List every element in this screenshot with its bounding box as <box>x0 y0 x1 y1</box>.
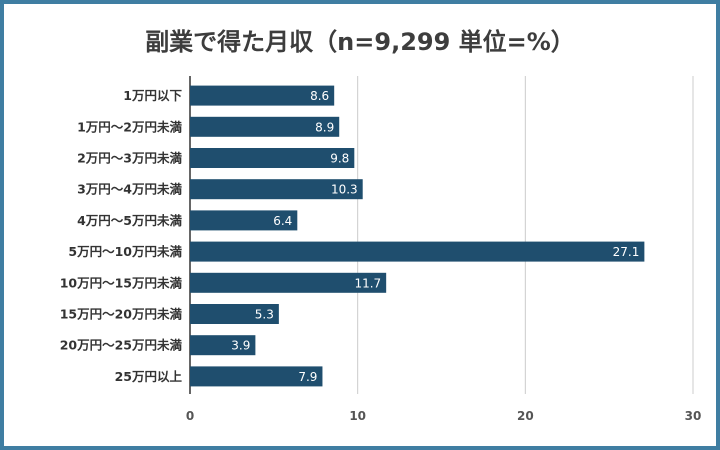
bar <box>190 366 323 387</box>
x-tick-label: 30 <box>685 409 702 423</box>
bar <box>190 272 387 293</box>
bar <box>190 241 645 262</box>
bar <box>190 335 256 356</box>
bar <box>190 85 335 106</box>
category-label: 15万円〜20万円未満 <box>60 307 183 322</box>
value-label: 9.8 <box>330 152 349 166</box>
category-label: 1万円〜2万円未満 <box>77 119 182 134</box>
bar <box>190 148 355 168</box>
value-label: 8.6 <box>310 89 329 103</box>
value-label: 11.7 <box>354 276 381 290</box>
category-label: 5万円〜10万円未満 <box>68 244 182 259</box>
bar <box>190 210 298 231</box>
value-label: 10.3 <box>331 183 358 197</box>
gridlines <box>189 76 694 394</box>
category-label: 2万円〜3万円未満 <box>77 151 182 166</box>
value-labels: 8.6 8.9 9.8 10.3 6.4 27.1 11.7 5.3 3.9 7.9 <box>231 89 639 384</box>
value-label: 6.4 <box>273 214 292 228</box>
value-label: 5.3 <box>255 308 274 322</box>
bar <box>190 116 340 137</box>
value-label: 8.9 <box>315 120 334 134</box>
chart-title: 副業で得た月収（n=9,299 単位=%） <box>145 28 575 56</box>
x-tick-label: 10 <box>349 409 366 423</box>
category-label: 20万円〜25万円未満 <box>60 338 183 353</box>
bar <box>190 179 363 200</box>
bars <box>190 85 645 387</box>
value-label: 3.9 <box>231 339 250 353</box>
category-label: 4万円〜5万円未満 <box>77 213 182 228</box>
value-label: 27.1 <box>613 245 640 259</box>
x-tick-label: 0 <box>186 409 194 423</box>
category-labels: 1万円以下 1万円〜2万円未満 2万円〜3万円未満 3万円〜4万円未満 4万円〜5万円未… <box>60 88 183 384</box>
category-label: 25万円以上 <box>115 369 183 384</box>
x-axis-ticks: 0 10 20 30 <box>186 409 702 423</box>
category-label: 3万円〜4万円未満 <box>77 182 182 197</box>
category-label: 1万円以下 <box>123 88 182 103</box>
value-label: 7.9 <box>298 370 317 384</box>
category-label: 10万円〜15万円未満 <box>60 275 183 290</box>
bar <box>190 304 279 324</box>
x-tick-label: 20 <box>517 409 534 423</box>
